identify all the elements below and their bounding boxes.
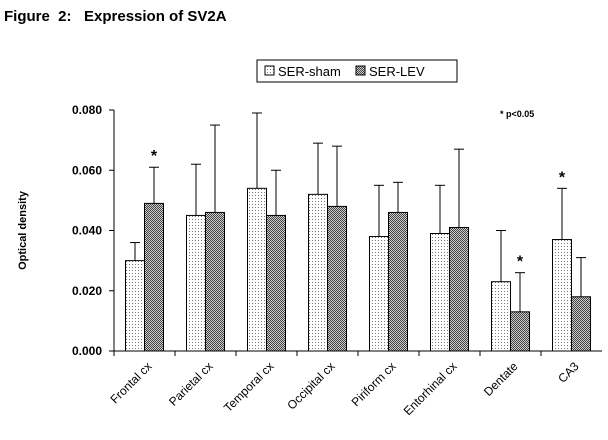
bar-ser-lev-ca3 <box>571 296 591 352</box>
legend-label: SER-sham <box>278 64 341 79</box>
y-tick-label: 0.020 <box>72 284 102 298</box>
significance-star: * <box>517 254 524 271</box>
x-tick-label: Piriform cx <box>349 359 399 409</box>
significance-note: * p<0.05 <box>500 109 534 119</box>
y-axis-label: Optical density <box>17 190 29 270</box>
legend-swatch <box>264 65 275 76</box>
y-tick-label: 0.080 <box>72 103 102 117</box>
bar-ser-lev-dentate <box>510 311 530 352</box>
bar-ser-lev-temporal-cx <box>266 214 286 352</box>
x-tick-label: Parietal cx <box>166 359 216 409</box>
bar-ser-sham-parietal-cx <box>186 214 206 352</box>
x-tick-label: Temporal cx <box>221 359 277 415</box>
bar-ser-sham-dentate <box>491 281 511 352</box>
bar-ser-lev-piriform-cx <box>388 211 408 352</box>
x-tick-label: Entorhinal cx <box>401 359 460 418</box>
figure-title: Figure 2: Expression of SV2A <box>4 8 227 25</box>
x-tick-label: Occipital cx <box>284 359 337 412</box>
bar-ser-sham-temporal-cx <box>247 187 267 352</box>
x-tick-label: CA3 <box>555 359 582 386</box>
bar-ser-lev-entorhinal-cx <box>449 226 469 352</box>
significance-star: * <box>559 169 566 186</box>
bar-ser-sham-piriform-cx <box>369 236 389 352</box>
legend-label: SER-LEV <box>369 64 425 79</box>
bar-ser-sham-entorhinal-cx <box>430 233 450 352</box>
x-tick-label: Dentate <box>481 359 521 399</box>
legend-swatch <box>355 65 366 76</box>
bar-ser-sham-occipital-cx <box>308 193 328 352</box>
x-tick-label: Frontal cx <box>107 359 154 406</box>
bar-ser-lev-parietal-cx <box>205 211 225 352</box>
y-tick-label: 0.000 <box>72 344 102 358</box>
bar-ser-lev-occipital-cx <box>327 205 347 352</box>
bar-ser-lev-frontal-cx <box>144 202 164 352</box>
y-tick-label: 0.060 <box>72 163 102 177</box>
significance-star: * <box>151 148 158 165</box>
bar-ser-sham-ca3 <box>552 239 572 352</box>
bar-ser-sham-frontal-cx <box>125 260 145 352</box>
y-tick-label: 0.040 <box>72 224 102 238</box>
